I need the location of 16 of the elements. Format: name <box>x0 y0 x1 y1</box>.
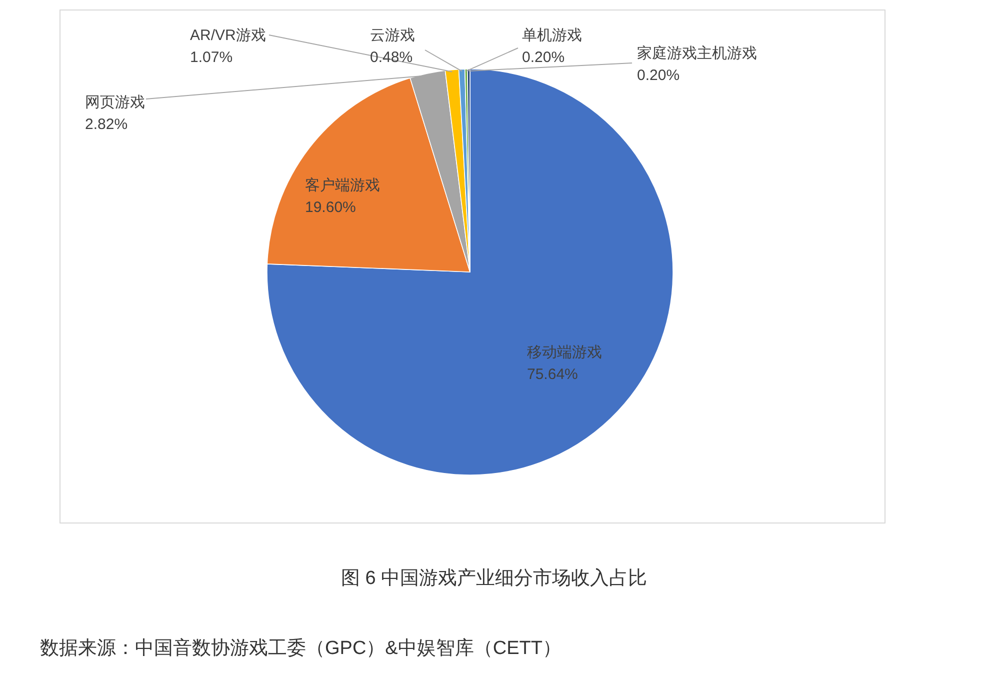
data-label: 0.20% <box>637 67 680 84</box>
source-note: 数据来源：中国音数协游戏工委（GPC）&中娱智库（CETT） <box>40 637 562 659</box>
data-label: 19.60% <box>305 199 356 216</box>
slice-label: AR/VR游戏 <box>190 27 266 44</box>
data-label: 1.07% <box>190 49 233 66</box>
slice-label: 移动端游戏 <box>527 344 602 361</box>
data-label: 0.20% <box>522 49 565 66</box>
data-label: 2.82% <box>85 116 128 133</box>
slice-label: 单机游戏 <box>522 27 582 44</box>
slice-label: 云游戏 <box>370 27 415 44</box>
data-label: 0.48% <box>370 49 413 66</box>
slice-label: 客户端游戏 <box>305 177 380 194</box>
text: 图 6 中国游戏产业细分市场收入占比 <box>340 567 648 589</box>
slice-label: 家庭游戏主机游戏 <box>637 45 757 62</box>
slice-label: 网页游戏 <box>85 94 145 111</box>
data-label: 75.64% <box>527 366 578 383</box>
